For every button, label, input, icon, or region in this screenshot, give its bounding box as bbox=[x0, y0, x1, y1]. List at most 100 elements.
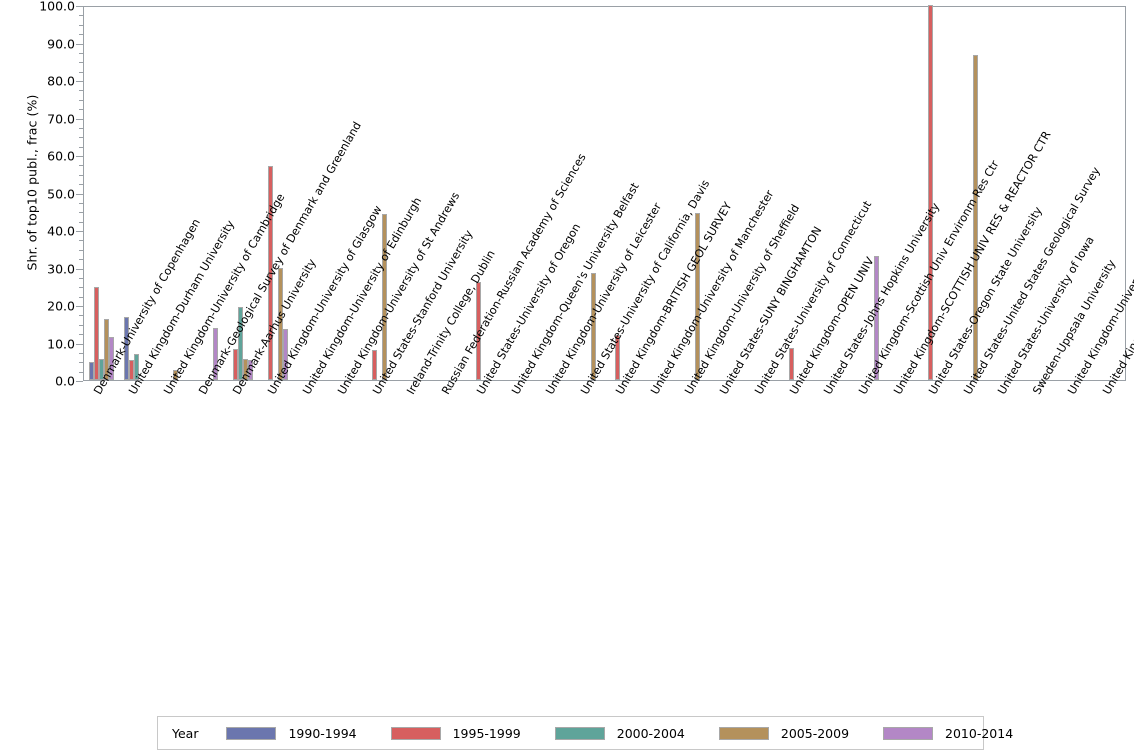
bar-group bbox=[918, 5, 953, 380]
bar[interactable] bbox=[98, 358, 104, 380]
legend-label: 2000-2004 bbox=[616, 725, 685, 741]
bar[interactable] bbox=[88, 361, 94, 380]
x-tick-mark bbox=[308, 381, 310, 385]
legend-entry[interactable]: 2010-2014 bbox=[883, 726, 1013, 741]
bar[interactable] bbox=[123, 317, 129, 380]
bar[interactable] bbox=[108, 337, 114, 380]
bar[interactable] bbox=[242, 358, 248, 380]
bar-group bbox=[571, 7, 606, 380]
x-tick-mark bbox=[239, 381, 241, 385]
legend-entry[interactable]: 2000-2004 bbox=[554, 725, 685, 741]
x-tick-mark bbox=[204, 381, 206, 385]
bar-group bbox=[675, 7, 710, 380]
x-tick-mark bbox=[274, 381, 276, 385]
y-tick-minor bbox=[79, 249, 83, 251]
bars-layer bbox=[84, 5, 1125, 380]
bar[interactable] bbox=[928, 5, 934, 380]
y-tick-mark bbox=[76, 306, 83, 307]
y-tick-label: 20.0 bbox=[47, 298, 75, 314]
bar[interactable] bbox=[247, 359, 253, 380]
x-tick-mark bbox=[726, 381, 728, 385]
bar-group bbox=[779, 7, 814, 380]
legend-swatch bbox=[226, 726, 277, 740]
x-tick-mark bbox=[621, 381, 623, 385]
bar[interactable] bbox=[133, 353, 139, 380]
bar-group bbox=[466, 7, 501, 380]
y-tick-mark bbox=[76, 268, 83, 270]
legend-label: 2010-2014 bbox=[945, 725, 1014, 741]
bar[interactable] bbox=[213, 327, 219, 380]
x-tick-mark bbox=[1004, 381, 1006, 385]
bar[interactable] bbox=[694, 213, 700, 380]
bar[interactable] bbox=[93, 287, 99, 380]
bar[interactable] bbox=[173, 369, 179, 380]
x-tick-mark bbox=[587, 381, 589, 385]
x-tick-mark bbox=[169, 381, 171, 385]
y-tick-minor bbox=[79, 202, 83, 204]
x-tick-mark bbox=[482, 381, 484, 385]
y-tick-minor bbox=[79, 315, 83, 317]
x-tick-mark bbox=[343, 381, 345, 385]
x-tick-mark bbox=[517, 381, 519, 385]
y-tick-minor bbox=[79, 34, 83, 36]
plot-area bbox=[83, 5, 1126, 381]
bar-group bbox=[119, 7, 154, 380]
bar-group bbox=[849, 7, 884, 380]
bar-group bbox=[362, 7, 397, 380]
bar-group bbox=[223, 7, 258, 380]
bar[interactable] bbox=[615, 334, 621, 380]
y-tick-mark bbox=[76, 156, 83, 157]
bar[interactable] bbox=[371, 350, 377, 380]
legend-swatch bbox=[883, 726, 934, 740]
bar[interactable] bbox=[237, 307, 243, 380]
x-tick-mark bbox=[378, 381, 380, 385]
y-tick-mark bbox=[76, 81, 83, 82]
y-tick-minor bbox=[79, 165, 83, 167]
y-tick-mark bbox=[76, 43, 83, 45]
bar[interactable] bbox=[973, 55, 979, 380]
legend-swatch bbox=[718, 726, 769, 740]
y-tick-label: 60.0 bbox=[47, 148, 75, 164]
x-tick-mark bbox=[135, 381, 137, 385]
legend-swatch bbox=[554, 726, 605, 740]
x-tick-mark bbox=[900, 381, 902, 385]
bar[interactable] bbox=[103, 318, 109, 380]
y-tick-minor bbox=[79, 352, 83, 354]
x-tick-mark bbox=[934, 381, 936, 385]
legend-entry[interactable]: 2005-2009 bbox=[718, 726, 849, 741]
y-tick-minor bbox=[79, 221, 83, 223]
bar[interactable] bbox=[590, 272, 596, 380]
bar[interactable] bbox=[873, 255, 879, 380]
bar-group bbox=[606, 7, 641, 380]
bar[interactable] bbox=[128, 359, 134, 380]
x-tick-mark bbox=[969, 381, 971, 385]
x-tick-mark bbox=[100, 381, 102, 385]
y-tick-mark bbox=[76, 343, 83, 345]
y-tick-minor bbox=[79, 296, 83, 298]
x-tick-mark bbox=[760, 381, 762, 385]
y-tick-mark bbox=[76, 231, 83, 232]
y-tick-minor bbox=[79, 99, 83, 101]
y-tick-minor bbox=[79, 259, 83, 261]
bar[interactable] bbox=[267, 165, 273, 380]
bar-group bbox=[258, 7, 293, 380]
y-tick-minor bbox=[79, 277, 83, 279]
x-tick-mark bbox=[865, 381, 867, 385]
bar[interactable] bbox=[382, 213, 387, 380]
bar[interactable] bbox=[476, 282, 482, 380]
legend-entry[interactable]: 1995-1999 bbox=[390, 726, 521, 741]
bar[interactable] bbox=[277, 267, 283, 380]
y-tick-label: 50.0 bbox=[47, 186, 75, 201]
y-tick-label: 80.0 bbox=[47, 73, 75, 89]
y-tick-minor bbox=[79, 15, 83, 17]
y-tick-minor bbox=[79, 240, 83, 242]
legend-entry[interactable]: 1990-1994 bbox=[226, 726, 357, 741]
x-tick-mark bbox=[413, 381, 415, 385]
x-tick-mark bbox=[1108, 381, 1110, 385]
x-tick-mark bbox=[691, 381, 693, 385]
bar[interactable] bbox=[282, 329, 288, 380]
bar[interactable] bbox=[789, 347, 795, 380]
bar[interactable] bbox=[232, 348, 238, 380]
y-tick-minor bbox=[79, 287, 83, 289]
y-tick-minor bbox=[79, 90, 83, 92]
